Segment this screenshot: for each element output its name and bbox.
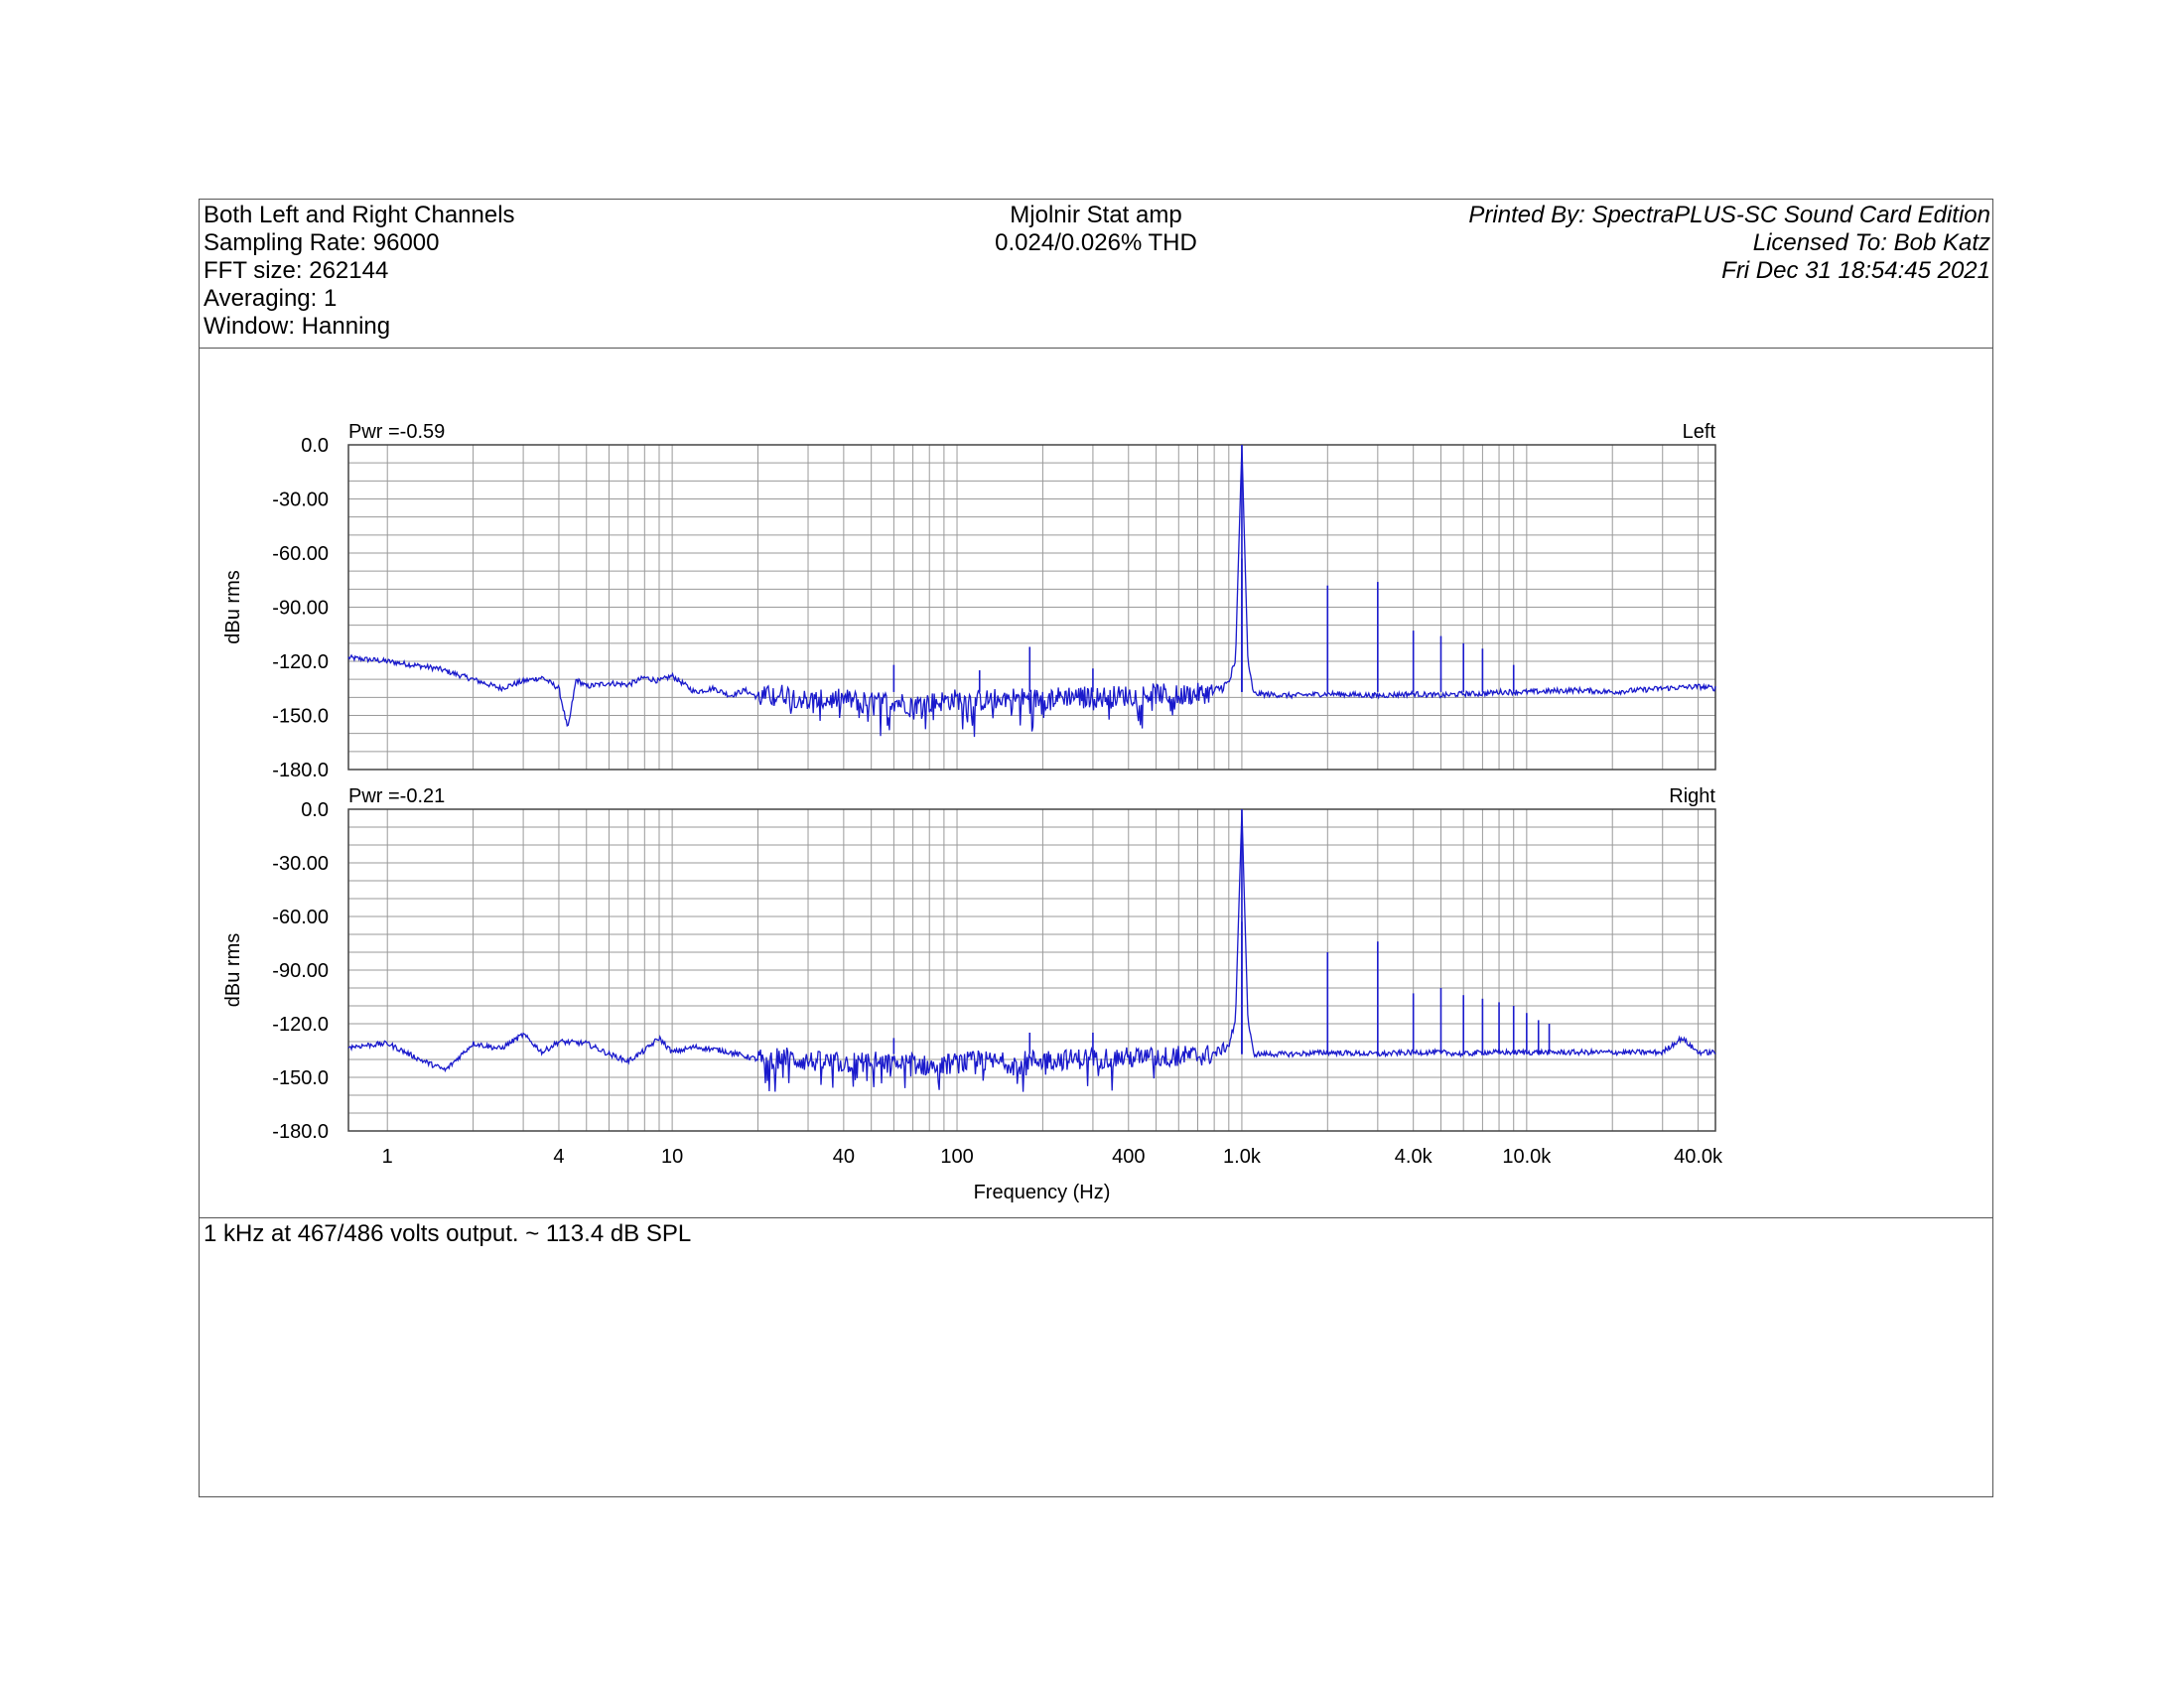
plot-frame: [347, 444, 1716, 771]
report-page: Both Left and Right Channels Sampling Ra…: [199, 199, 1993, 1497]
y-tick-label: -120.0: [272, 1014, 329, 1036]
power-label: Pwr =-0.21: [348, 785, 445, 807]
y-tick-label: -120.0: [272, 651, 329, 673]
x-tick-label: 1.0k: [1223, 1146, 1262, 1168]
x-tick-label: 10.0k: [1502, 1146, 1552, 1168]
y-tick-label: -30.00: [272, 490, 329, 511]
plot-frame: [347, 808, 1716, 1132]
measurement-settings: Both Left and Right Channels Sampling Ra…: [204, 202, 515, 341]
fft-size-text: FFT size: 262144: [204, 257, 389, 284]
spectrum-trace: [347, 809, 1716, 1092]
y-tick-label: -60.00: [272, 543, 329, 565]
x-axis-label: Frequency (Hz): [974, 1182, 1111, 1203]
x-tick-label: 4.0k: [1395, 1146, 1433, 1168]
y-tick-label: -150.0: [272, 706, 329, 728]
licensed-to-text: Licensed To: Bob Katz: [1752, 229, 1990, 256]
y-tick-label: 0.0: [301, 435, 329, 457]
device-name: Mjolnir Stat amp: [1010, 202, 1182, 228]
y-tick-label: -180.0: [272, 1121, 329, 1143]
y-axis-label: dBu rms: [222, 933, 244, 1007]
thd-value: 0.024/0.026% THD: [995, 229, 1197, 256]
power-label: Pwr =-0.59: [348, 421, 445, 443]
report-title: Mjolnir Stat amp 0.024/0.026% THD: [200, 202, 1992, 257]
x-tick-label: 100: [940, 1146, 973, 1168]
print-info: Printed By: SpectraPLUS-SC Sound Card Ed…: [1468, 202, 1990, 285]
x-tick-label: 10: [661, 1146, 683, 1168]
y-axis-label: dBu rms: [222, 570, 244, 643]
channel-label: Right: [1669, 785, 1715, 807]
x-tick-label: 40.0k: [1674, 1146, 1723, 1168]
spectrum-chart: 0.0 -30.00 -60.00 -90.00 -120.0 -150.0 -180.0 d…: [222, 421, 1723, 1203]
x-tick-label: 4: [553, 1146, 564, 1168]
y-tick-label: -60.00: [272, 907, 329, 928]
report-header: Both Left and Right Channels Sampling Ra…: [200, 200, 1992, 349]
y-tick-label: 0.0: [301, 799, 329, 821]
x-tick-label: 400: [1112, 1146, 1145, 1168]
averaging-text: Averaging: 1: [204, 285, 338, 312]
x-tick-label: 1: [382, 1146, 393, 1168]
y-tick-label: -90.00: [272, 960, 329, 982]
spectrum-trace: [347, 445, 1716, 738]
sampling-rate-text: Sampling Rate: 96000: [204, 229, 440, 256]
notes-text: 1 kHz at 467/486 volts output. ~ 113.4 d…: [204, 1220, 692, 1247]
channel-label: Left: [1683, 421, 1716, 443]
print-date-text: Fri Dec 31 18:54:45 2021: [1721, 257, 1990, 284]
y-tick-label: -30.00: [272, 853, 329, 875]
plot-area: 0.0 -30.00 -60.00 -90.00 -120.0 -150.0 -180.0 d…: [200, 349, 1992, 1218]
printed-by-text: Printed By: SpectraPLUS-SC Sound Card Ed…: [1468, 202, 1990, 228]
x-tick-label: 40: [833, 1146, 855, 1168]
y-tick-label: -90.00: [272, 598, 329, 620]
window-text: Window: Hanning: [204, 313, 391, 340]
y-tick-label: -180.0: [272, 760, 329, 781]
y-tick-label: -150.0: [272, 1067, 329, 1089]
channels-text: Both Left and Right Channels: [204, 202, 515, 228]
